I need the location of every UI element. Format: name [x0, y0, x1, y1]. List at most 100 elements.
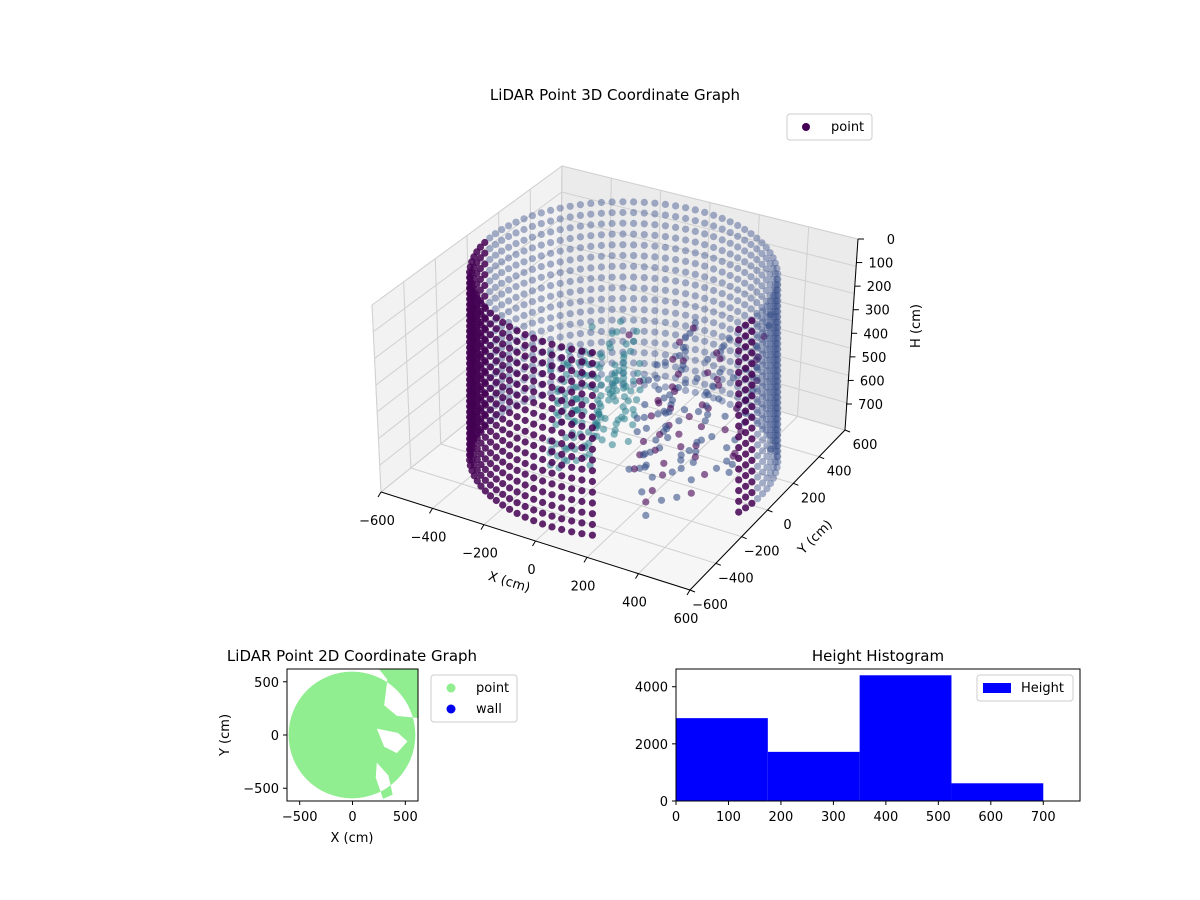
point-3d [774, 431, 782, 439]
point-3d [608, 329, 616, 337]
point-3d [735, 411, 743, 419]
point-3d [701, 241, 709, 249]
point-3d [651, 285, 659, 293]
point-3d [578, 497, 586, 506]
point-3d [578, 368, 586, 377]
point-3d [762, 362, 770, 370]
point-3d [753, 277, 761, 285]
point-3d [587, 253, 595, 261]
point-3d [558, 440, 566, 448]
point-3d [697, 423, 706, 431]
x-tick-label: 0 [527, 563, 535, 578]
point-3d [597, 198, 606, 207]
point-3d [682, 268, 690, 276]
point-3d [772, 404, 780, 412]
point-3d [596, 364, 604, 372]
x-tick-label: −400 [411, 530, 447, 545]
point-3d [687, 489, 695, 497]
point-3d [477, 353, 485, 361]
point-3d [547, 324, 555, 333]
plot-2d: LiDAR Point 2D Coordinate Graph −500 0 500… [218, 647, 518, 846]
point-3d [506, 376, 514, 384]
point-3d [470, 343, 478, 351]
point-3d [691, 356, 699, 364]
point-3d [537, 230, 545, 238]
point-3d [588, 370, 597, 378]
x-tick-mark [532, 540, 536, 547]
point-3d [758, 271, 766, 279]
point-3d [762, 351, 770, 359]
point-3d [528, 244, 537, 252]
point-3d [763, 366, 771, 375]
point-3d [689, 458, 697, 466]
point-3d [539, 445, 547, 453]
point-3d [636, 377, 644, 385]
point-3d [774, 388, 782, 396]
scatter-2d-area [288, 669, 418, 799]
point-3d [486, 438, 495, 446]
point-3d [766, 345, 774, 353]
point-3d [710, 254, 718, 262]
point-3d [630, 230, 638, 238]
point-3d [747, 283, 755, 291]
point-3d [773, 388, 781, 396]
point-3d [506, 505, 514, 513]
point-3d [568, 377, 576, 385]
point-3d [588, 477, 597, 486]
point-3d [499, 469, 507, 477]
point-3d [481, 281, 489, 290]
point-3d [608, 295, 616, 303]
point-3d [547, 292, 555, 300]
point-3d [562, 433, 570, 442]
point-3d [758, 346, 766, 354]
point-3d [470, 364, 478, 372]
point-3d [506, 473, 514, 481]
point-3d [686, 329, 694, 337]
point-3d [619, 241, 627, 249]
point-3d [528, 233, 537, 241]
point-3d [473, 294, 481, 302]
point-3d [548, 394, 556, 402]
point-3d [481, 326, 489, 334]
x-tick-label-hist: 500 [926, 810, 951, 825]
point-3d [682, 236, 690, 244]
point-3d [568, 463, 576, 471]
point-3d [754, 387, 762, 395]
point-3d [772, 447, 780, 455]
point-3d [766, 335, 774, 343]
point-3d [772, 426, 780, 434]
point-3d [651, 307, 659, 315]
point-3d [734, 318, 742, 326]
point-3d [734, 307, 742, 316]
legend-2d: point wall [430, 674, 518, 723]
point-3d [528, 212, 537, 220]
point-3d [642, 461, 650, 469]
point-3d [677, 456, 685, 464]
point-3d [513, 380, 521, 389]
point-3d [766, 308, 775, 316]
point-3d [726, 304, 734, 312]
point-3d [766, 383, 775, 391]
point-3d [682, 204, 690, 212]
point-3d [691, 270, 699, 278]
point-3d [506, 452, 514, 460]
point-3d [506, 344, 514, 352]
point-3d [726, 390, 734, 398]
point-3d [763, 345, 771, 353]
point-3d [754, 366, 762, 374]
point-3d [759, 457, 767, 466]
point-3d [597, 381, 605, 389]
x-tick-label: 400 [622, 596, 647, 611]
point-3d [492, 486, 500, 494]
point-3d [715, 395, 723, 403]
x-tick-label-hist: 0 [672, 810, 680, 825]
point-3d [773, 340, 781, 348]
point-3d [754, 473, 762, 481]
point-3d [691, 303, 699, 311]
point-3d [630, 219, 638, 227]
point-3d [492, 314, 500, 322]
point-3d [735, 368, 743, 376]
point-3d [499, 501, 507, 509]
point-3d [773, 361, 781, 369]
point-3d [692, 448, 700, 456]
